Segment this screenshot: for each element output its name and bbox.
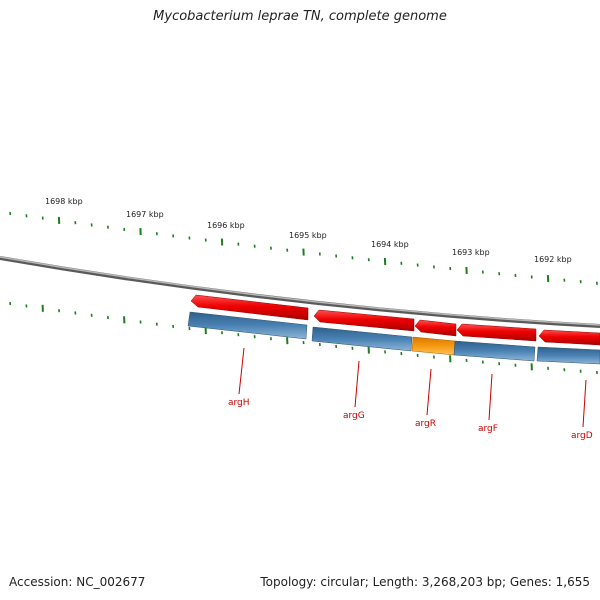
arrow-argR[interactable] [414,319,457,337]
kbp-label-1692: 1692 kbp [534,255,572,264]
gene-label-argG[interactable]: argG [343,411,365,421]
cds-argF[interactable] [453,340,536,362]
cds-argD[interactable] [536,346,600,365]
gene-label-lines [238,347,587,428]
cds-argG[interactable] [311,326,413,352]
accession-text: Accession: NC_002677 [9,575,146,589]
arrow-argD[interactable] [538,329,600,346]
gene-label-argH[interactable]: argH [228,398,250,408]
kbp-label-1696: 1696 kbp [207,221,245,230]
map-title: Mycobacterium leprae TN, complete genome [153,9,447,24]
leader-argR [426,368,432,416]
kbp-label-1695: 1695 kbp [289,231,327,240]
cds-argR[interactable] [411,336,456,356]
arrow-argH[interactable] [190,294,309,321]
scale-ticks-outer [9,211,598,285]
scale-ticks-inner [9,301,598,375]
gene-labels[interactable]: argH argG argR argF argD [228,398,593,441]
leader-argH [238,347,245,395]
feature-arrows[interactable] [190,294,600,346]
scale-labels: 1698 kbp 1697 kbp 1696 kbp 1695 kbp 1694… [45,197,572,264]
gene-label-argR[interactable]: argR [415,419,436,429]
genome-backbone [0,256,600,328]
gene-label-argD[interactable]: argD [571,431,593,441]
kbp-label-1697: 1697 kbp [126,210,164,219]
arrow-argG[interactable] [313,309,415,332]
kbp-label-1693: 1693 kbp [452,248,490,257]
kbp-label-1694: 1694 kbp [371,240,409,249]
cds-argH[interactable] [187,311,308,340]
genome-summary: Topology: circular; Length: 3,268,203 bp… [260,575,590,589]
cds-blocks[interactable] [187,311,600,365]
leader-argD [582,379,587,428]
leader-argG [354,360,360,408]
kbp-label-1698: 1698 kbp [45,197,83,206]
arrow-argF[interactable] [456,323,537,342]
leader-argF [488,373,493,421]
gene-label-argF[interactable]: argF [478,424,498,434]
